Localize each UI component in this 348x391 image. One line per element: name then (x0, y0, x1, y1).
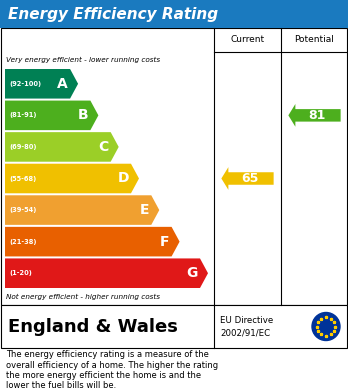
Bar (1, 305, 347, 348)
Text: (55-68): (55-68) (9, 176, 36, 181)
Text: C: C (98, 140, 109, 154)
Text: Potential: Potential (294, 36, 334, 45)
Polygon shape (221, 167, 274, 190)
Polygon shape (5, 69, 78, 99)
Text: The energy efficiency rating is a measure of the: The energy efficiency rating is a measur… (6, 350, 209, 359)
Text: lower the fuel bills will be.: lower the fuel bills will be. (6, 382, 116, 391)
Text: EU Directive: EU Directive (220, 316, 273, 325)
Polygon shape (5, 100, 98, 130)
Text: (39-54): (39-54) (9, 207, 37, 213)
Text: (92-100): (92-100) (9, 81, 41, 87)
Polygon shape (5, 164, 139, 193)
Text: A: A (57, 77, 68, 91)
Polygon shape (5, 195, 159, 225)
Polygon shape (5, 132, 119, 162)
Text: Current: Current (230, 36, 264, 45)
Text: Energy Efficiency Rating: Energy Efficiency Rating (8, 7, 218, 22)
Text: D: D (118, 172, 129, 185)
Text: England & Wales: England & Wales (8, 317, 178, 335)
Text: E: E (140, 203, 149, 217)
Bar (0, 0, 348, 28)
Polygon shape (288, 104, 341, 127)
Text: (21-38): (21-38) (9, 239, 37, 245)
Text: (69-80): (69-80) (9, 144, 37, 150)
Text: the more energy efficient the home is and the: the more energy efficient the home is an… (6, 371, 201, 380)
Text: 2002/91/EC: 2002/91/EC (220, 328, 270, 337)
Text: Very energy efficient - lower running costs: Very energy efficient - lower running co… (6, 57, 160, 63)
Polygon shape (5, 258, 208, 288)
Bar (1, 28, 347, 305)
Text: Not energy efficient - higher running costs: Not energy efficient - higher running co… (6, 294, 160, 300)
Text: 65: 65 (241, 172, 258, 185)
Polygon shape (5, 227, 180, 256)
Text: overall efficiency of a home. The higher the rating: overall efficiency of a home. The higher… (6, 361, 218, 369)
Text: G: G (187, 266, 198, 280)
Text: (1-20): (1-20) (9, 270, 32, 276)
Text: F: F (160, 235, 169, 249)
Text: B: B (78, 108, 88, 122)
Circle shape (312, 312, 340, 341)
Text: 81: 81 (308, 109, 325, 122)
Text: (81-91): (81-91) (9, 112, 37, 118)
